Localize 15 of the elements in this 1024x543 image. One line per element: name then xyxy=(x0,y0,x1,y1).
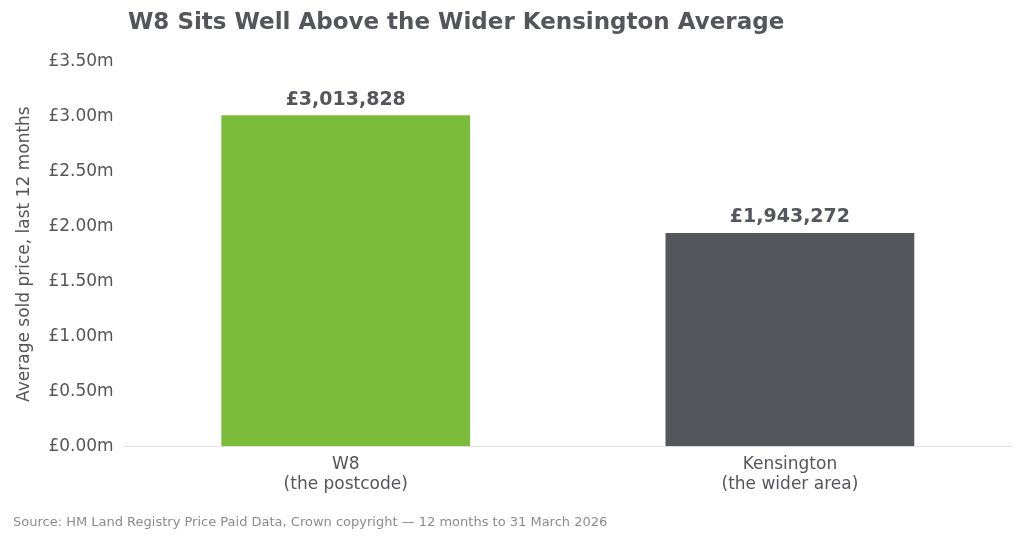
chart-title: W8 Sits Well Above the Wider Kensington Average xyxy=(128,8,785,34)
data-label: £3,013,828 xyxy=(285,86,406,109)
y-tick-label: £0.00m xyxy=(48,434,114,455)
source-note: Source: HM Land Registry Price Paid Data, Crown copyright — 12 months to 31 March 2026 xyxy=(13,514,608,529)
y-tick-label: £1.00m xyxy=(48,324,114,345)
y-tick-label: £1.50m xyxy=(48,269,114,290)
y-tick-label: £2.50m xyxy=(48,160,114,181)
y-tick-label: £2.00m xyxy=(48,215,114,236)
y-axis-title: Average sold price, last 12 months xyxy=(12,106,33,402)
y-tick-label: £3.50m xyxy=(48,50,114,71)
y-tick-label: £0.50m xyxy=(48,379,114,400)
y-tick-label: £3.00m xyxy=(48,105,114,126)
x-tick-label: Kensington (the wider area) xyxy=(721,452,859,494)
x-tick-label: W8 (the postcode) xyxy=(283,452,408,494)
data-label: £1,943,272 xyxy=(729,204,851,227)
